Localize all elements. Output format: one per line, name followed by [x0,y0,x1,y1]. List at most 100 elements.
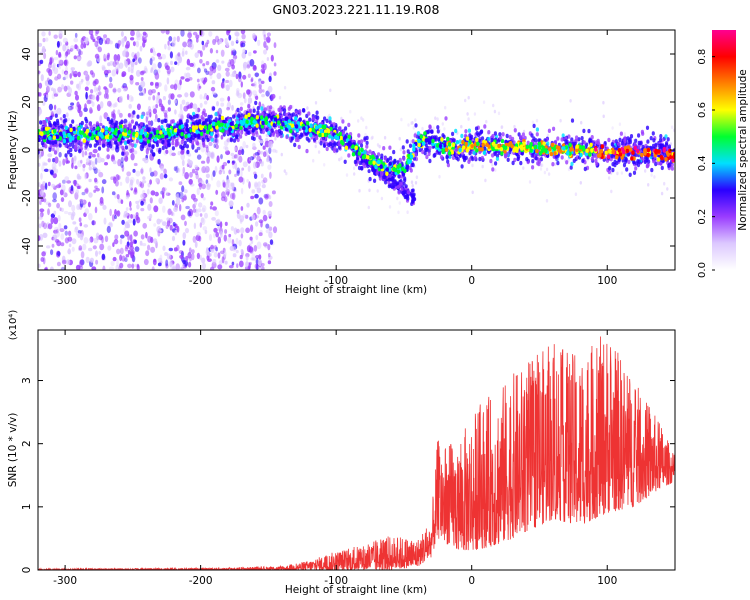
spectrogram-signal-cell [570,161,574,167]
spectrogram-signal-cell [590,135,594,140]
spectrogram-noise-cell [246,89,251,95]
spectrogram-noise-cell [99,101,104,109]
spectrogram-noise-cell [492,103,495,108]
spectrogram-noise-cell [167,208,172,216]
spectrogram-noise-cell [53,57,59,61]
spectrogram-noise-cell [67,211,73,216]
spectrogram-noise-cell [41,45,46,53]
spectrogram-noise-cell [246,64,251,69]
spectrogram-noise-cell [260,150,263,155]
spectrogram-noise-cell [228,79,233,88]
spectrogram-noise-cell [145,116,148,123]
spectrogram-noise-cell [215,231,219,238]
spectrogram-noise-cell [358,188,361,193]
spectrogram-noise-cell [60,242,65,247]
spectrogram-signal-cell [82,127,86,132]
spectrogram-noise-cell [602,100,605,105]
spectrogram-noise-cell [142,222,147,229]
spectrogram-noise-cell [644,169,647,173]
spectrogram-noise-cell [196,252,200,260]
spectrogram-signal-cell [382,146,386,151]
spectrogram-signal-cell [289,129,293,134]
spectrogram-noise-cell [240,169,243,178]
spectrogram-noise-cell [193,222,197,229]
spectrogram-noise-cell [235,73,239,80]
spectrogram-noise-cell [172,222,176,227]
spectrogram-signal-cell [165,149,169,154]
spectrogram-noise-cell [49,57,53,65]
spectrogram-signal-cell [108,127,112,132]
spectrogram-noise-cell [39,213,42,218]
spectrogram-noise-cell [167,107,171,112]
spectrogram-noise-cell [162,192,165,199]
spectrogram-noise-cell [317,150,321,154]
spectrogram-noise-cell [38,235,41,242]
spectrogram-noise-cell [117,87,122,93]
spectrogram-signal-cell [659,134,663,139]
spectrogram-noise-cell [111,69,117,77]
spectrogram-noise-cell [73,37,79,43]
spectrogram-noise-cell [569,99,572,103]
spectrogram-signal-cell [192,114,196,120]
spectrogram-signal-cell [615,160,619,166]
spectrogram-noise-cell [165,191,169,196]
spectrogram-noise-cell [217,252,221,259]
spectrogram-noise-cell [234,31,240,37]
spectrogram-noise-cell [161,105,165,112]
spectrogram-noise-cell [260,173,264,179]
spectrogram-signal-cell [214,134,218,139]
spectrogram-noise-cell [352,166,356,170]
spectrogram-noise-cell [114,234,119,240]
spectrogram-noise-cell [183,189,188,194]
spectrogram-signal-cell [166,123,170,128]
spectrogram-signal-cell [573,141,577,147]
spectrogram-signal-cell [411,188,415,193]
spectrogram-noise-cell [158,197,163,204]
spectrogram-noise-cell [75,226,78,231]
spectrogram-signal-cell [641,131,645,136]
spectrogram-noise-cell [114,209,117,216]
spectrogram-noise-cell [114,215,117,220]
spectrogram-noise-cell [240,30,246,35]
spectrogram-noise-cell [213,227,218,233]
spectrogram-noise-cell [238,176,244,183]
spectrogram-signal-cell [263,107,267,112]
spectrogram-signal-cell [535,127,540,132]
spectrogram-noise-cell [158,98,163,106]
spectrogram-noise-cell [86,61,92,67]
spectrogram-noise-cell [56,240,62,247]
spectrogram-noise-cell [43,168,49,172]
spectrogram-noise-cell [38,107,43,115]
spectrogram-noise-cell [441,122,444,126]
spectrogram-noise-cell [135,82,140,86]
spectrogram-noise-cell [95,232,100,240]
spectrogram-noise-cell [195,34,200,39]
spectrogram-noise-cell [70,80,74,85]
spectrogram-noise-cell [80,251,85,259]
spectrogram-noise-cell [58,59,64,66]
spectrogram-noise-cell [141,180,147,184]
spectrogram-signal-cell [421,149,425,155]
spectrogram-signal-cell [62,114,66,119]
spectrogram-signal-cell [144,137,148,142]
spectrogram-noise-cell [173,247,178,252]
spectrogram-noise-cell [166,217,170,221]
spectrogram-noise-cell [201,40,205,46]
spectrogram-signal-cell [521,132,526,137]
spectrogram-noise-cell [249,156,252,162]
spectrogram-noise-cell [268,75,272,83]
spectrogram-signal-cell [49,123,53,128]
spectrogram-noise-cell [187,158,191,164]
spectrogram-noise-cell [126,171,132,177]
spectrogram-noise-cell [170,93,175,100]
spectrogram-noise-cell [50,216,54,225]
spectrogram-noise-cell [157,92,160,96]
spectrogram-noise-cell [554,162,557,166]
spectrogram-signal-cell [265,127,269,133]
spectrogram-noise-cell [73,73,78,78]
spectrogram-noise-cell [94,206,98,214]
spectrogram-noise-cell [129,176,135,184]
spectrogram-noise-cell [167,45,171,51]
spectrogram-noise-cell [88,247,93,252]
